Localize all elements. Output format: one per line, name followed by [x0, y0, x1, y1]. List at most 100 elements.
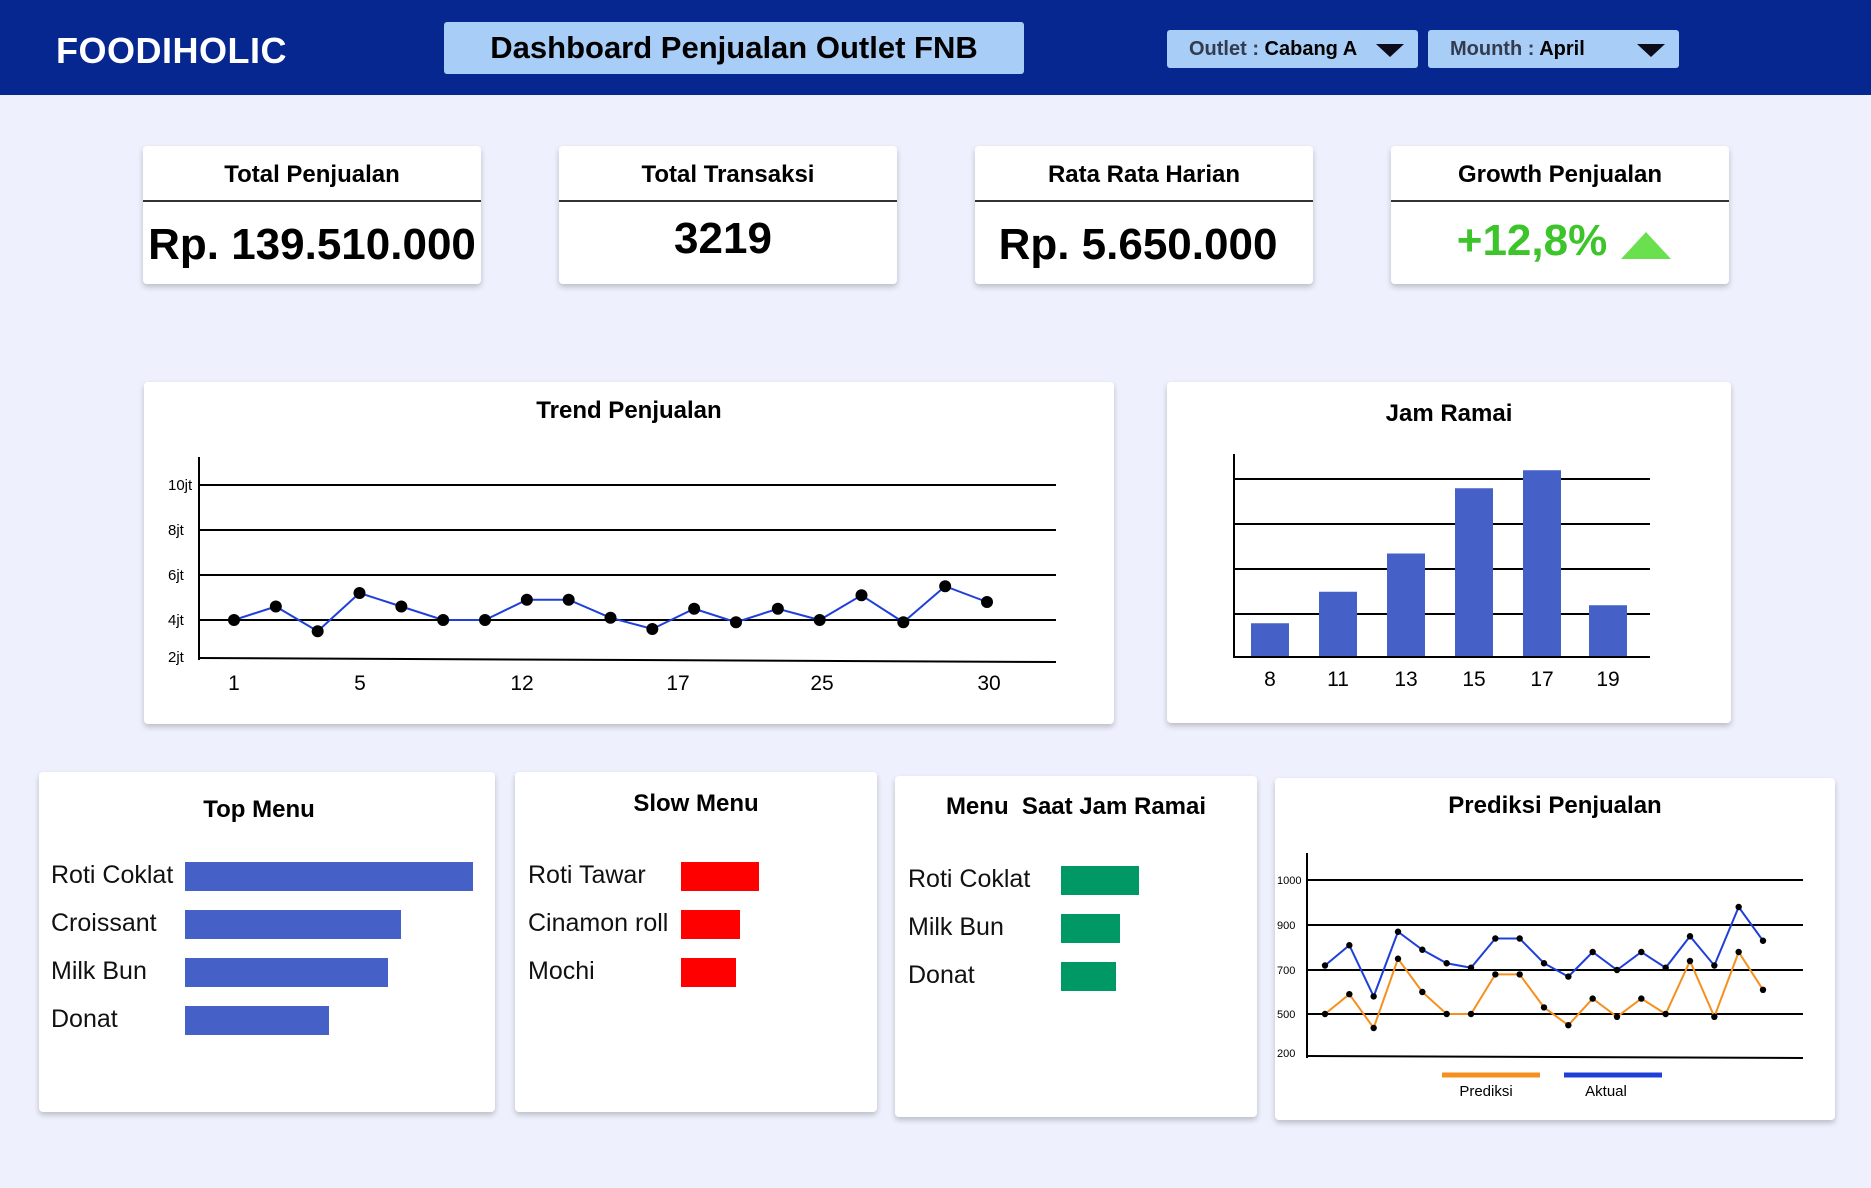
outlet-dropdown-value: Cabang A: [1264, 38, 1358, 60]
chevron-down-icon: [1637, 44, 1665, 57]
data-point: [1321, 962, 1329, 969]
top-bar: FOODIHOLIC Dashboard Penjualan Outlet FN…: [0, 0, 1871, 95]
bar-label: Donat: [51, 1005, 118, 1033]
prediksi-line-chart: 1000 900 700 500 200 Prediksi Aktual: [1277, 853, 1804, 1100]
data-point: [813, 614, 826, 626]
divider: [975, 200, 1313, 202]
kpi-growth-penjualan: Growth Penjualan +12,8%: [1391, 146, 1729, 284]
x-tick-label: 15: [1462, 668, 1485, 691]
data-point: [1662, 964, 1669, 971]
data-point: [1370, 993, 1377, 1000]
x-axis: [198, 657, 1057, 663]
kpi-value: Rp. 5.650.000: [998, 220, 1278, 269]
chart-title: Prediksi Penjualan: [1448, 792, 1662, 819]
data-point: [1613, 1013, 1621, 1020]
peak-menu-card: Menu Saat Jam Ramai Roti Coklat Milk Bun D…: [895, 776, 1257, 1117]
kpi-value: +12,8%: [1456, 216, 1608, 265]
bar-label: Roti Coklat: [908, 865, 1031, 893]
trend-line-chart: 10jt 8jt 6jt 4jt 2jt 1 5 12 17 25 30: [168, 457, 1057, 695]
data-point: [1467, 1010, 1475, 1018]
divider: [143, 200, 481, 202]
trend-up-icon: [1621, 232, 1671, 259]
x-tick-label: 1: [228, 672, 240, 695]
month-dropdown-label: Mounth :: [1450, 38, 1540, 60]
bar: [1251, 623, 1289, 657]
data-point: [1443, 960, 1450, 967]
bar-label: Milk Bun: [908, 913, 1004, 941]
data-point: [353, 587, 366, 599]
data-point: [1370, 1024, 1377, 1032]
data-point: [1516, 935, 1523, 942]
brand-logo: FOODIHOLIC: [56, 30, 287, 71]
kpi-title: Rata Rata Harian: [1047, 161, 1241, 188]
x-axis: [1306, 1055, 1804, 1059]
bar: [185, 910, 401, 939]
data-point: [1346, 991, 1353, 998]
jam-ramai-card: Jam Ramai 8 11 13 15 17 19: [1167, 382, 1731, 723]
bar: [185, 862, 473, 891]
bar-label: Roti Tawar: [528, 861, 646, 889]
trend-penjualan-card: Trend Penjualan 10jt 8jt 6jt 4jt 2jt 1 5 12 17 2…: [144, 382, 1114, 724]
data-point: [1759, 986, 1767, 993]
data-point: [1565, 973, 1572, 980]
chart-title: Trend Penjualan: [536, 397, 722, 424]
kpi-total-transaksi: Total Transaksi 3219: [559, 146, 897, 284]
kpi-total-penjualan: Total Penjualan Rp. 139.510.000: [143, 146, 481, 284]
data-point: [1638, 995, 1645, 1002]
x-tick-label: 11: [1327, 668, 1349, 691]
month-dropdown[interactable]: Mounth : April: [1428, 30, 1679, 68]
bar-label: Roti Coklat: [51, 861, 174, 889]
bar: [185, 958, 389, 987]
bar-label: Milk Bun: [51, 957, 147, 985]
jam-ramai-bar-chart: 8 11 13 15 17 19: [1233, 454, 1650, 691]
y-tick-label: 1000: [1277, 875, 1301, 887]
y-tick-label: 8jt: [168, 522, 185, 539]
bar-label: Mochi: [528, 957, 595, 985]
data-point: [1686, 933, 1694, 940]
data-point: [1686, 957, 1694, 965]
y-tick-label: 900: [1277, 920, 1295, 932]
data-point: [1759, 937, 1767, 944]
data-point: [1467, 964, 1475, 971]
y-tick-label: 4jt: [168, 612, 185, 629]
x-tick-label: 12: [510, 672, 533, 695]
data-point: [1516, 971, 1523, 978]
bar-label: Cinamon roll: [528, 909, 669, 937]
x-tick-label: 8: [1264, 668, 1276, 691]
chart-title: Slow Menu: [633, 790, 759, 817]
data-point: [395, 600, 408, 613]
data-point: [1394, 928, 1402, 935]
data-point: [1540, 960, 1548, 967]
data-point: [646, 623, 659, 635]
kpi-rata-rata-harian: Rata Rata Harian Rp. 5.650.000: [975, 146, 1313, 284]
data-point: [1443, 1010, 1450, 1018]
data-point: [1394, 955, 1402, 962]
bar: [681, 910, 740, 939]
page-title: Dashboard Penjualan Outlet FNB: [444, 22, 1024, 74]
outlet-dropdown[interactable]: Outlet : Cabang A: [1167, 30, 1418, 68]
data-point: [1735, 948, 1742, 956]
data-point: [1613, 966, 1621, 974]
data-point: [562, 593, 575, 606]
bar: [1387, 553, 1425, 657]
kpi-value: Rp. 139.510.000: [148, 220, 476, 269]
kpi-value: 3219: [674, 214, 772, 263]
bar: [1319, 591, 1357, 657]
data-point: [1565, 1022, 1572, 1029]
data-point: [269, 600, 282, 613]
data-point: [1540, 1004, 1548, 1011]
data-point: [604, 611, 617, 624]
y-tick-label: 700: [1277, 965, 1295, 977]
y-tick-label: 10jt: [168, 477, 193, 494]
x-tick-label: 19: [1596, 668, 1619, 691]
slow-menu-card: Slow Menu Roti Tawar Cinamon roll Mochi: [515, 772, 877, 1112]
data-point: [1589, 948, 1596, 956]
series-line-aktual: [1324, 904, 1764, 999]
data-point: [479, 614, 491, 626]
legend-label: Aktual: [1585, 1083, 1627, 1100]
data-point: [897, 616, 910, 629]
bar: [681, 958, 736, 987]
bar: [1523, 470, 1561, 657]
data-point: [981, 596, 993, 608]
chart-title: Top Menu: [203, 796, 315, 823]
